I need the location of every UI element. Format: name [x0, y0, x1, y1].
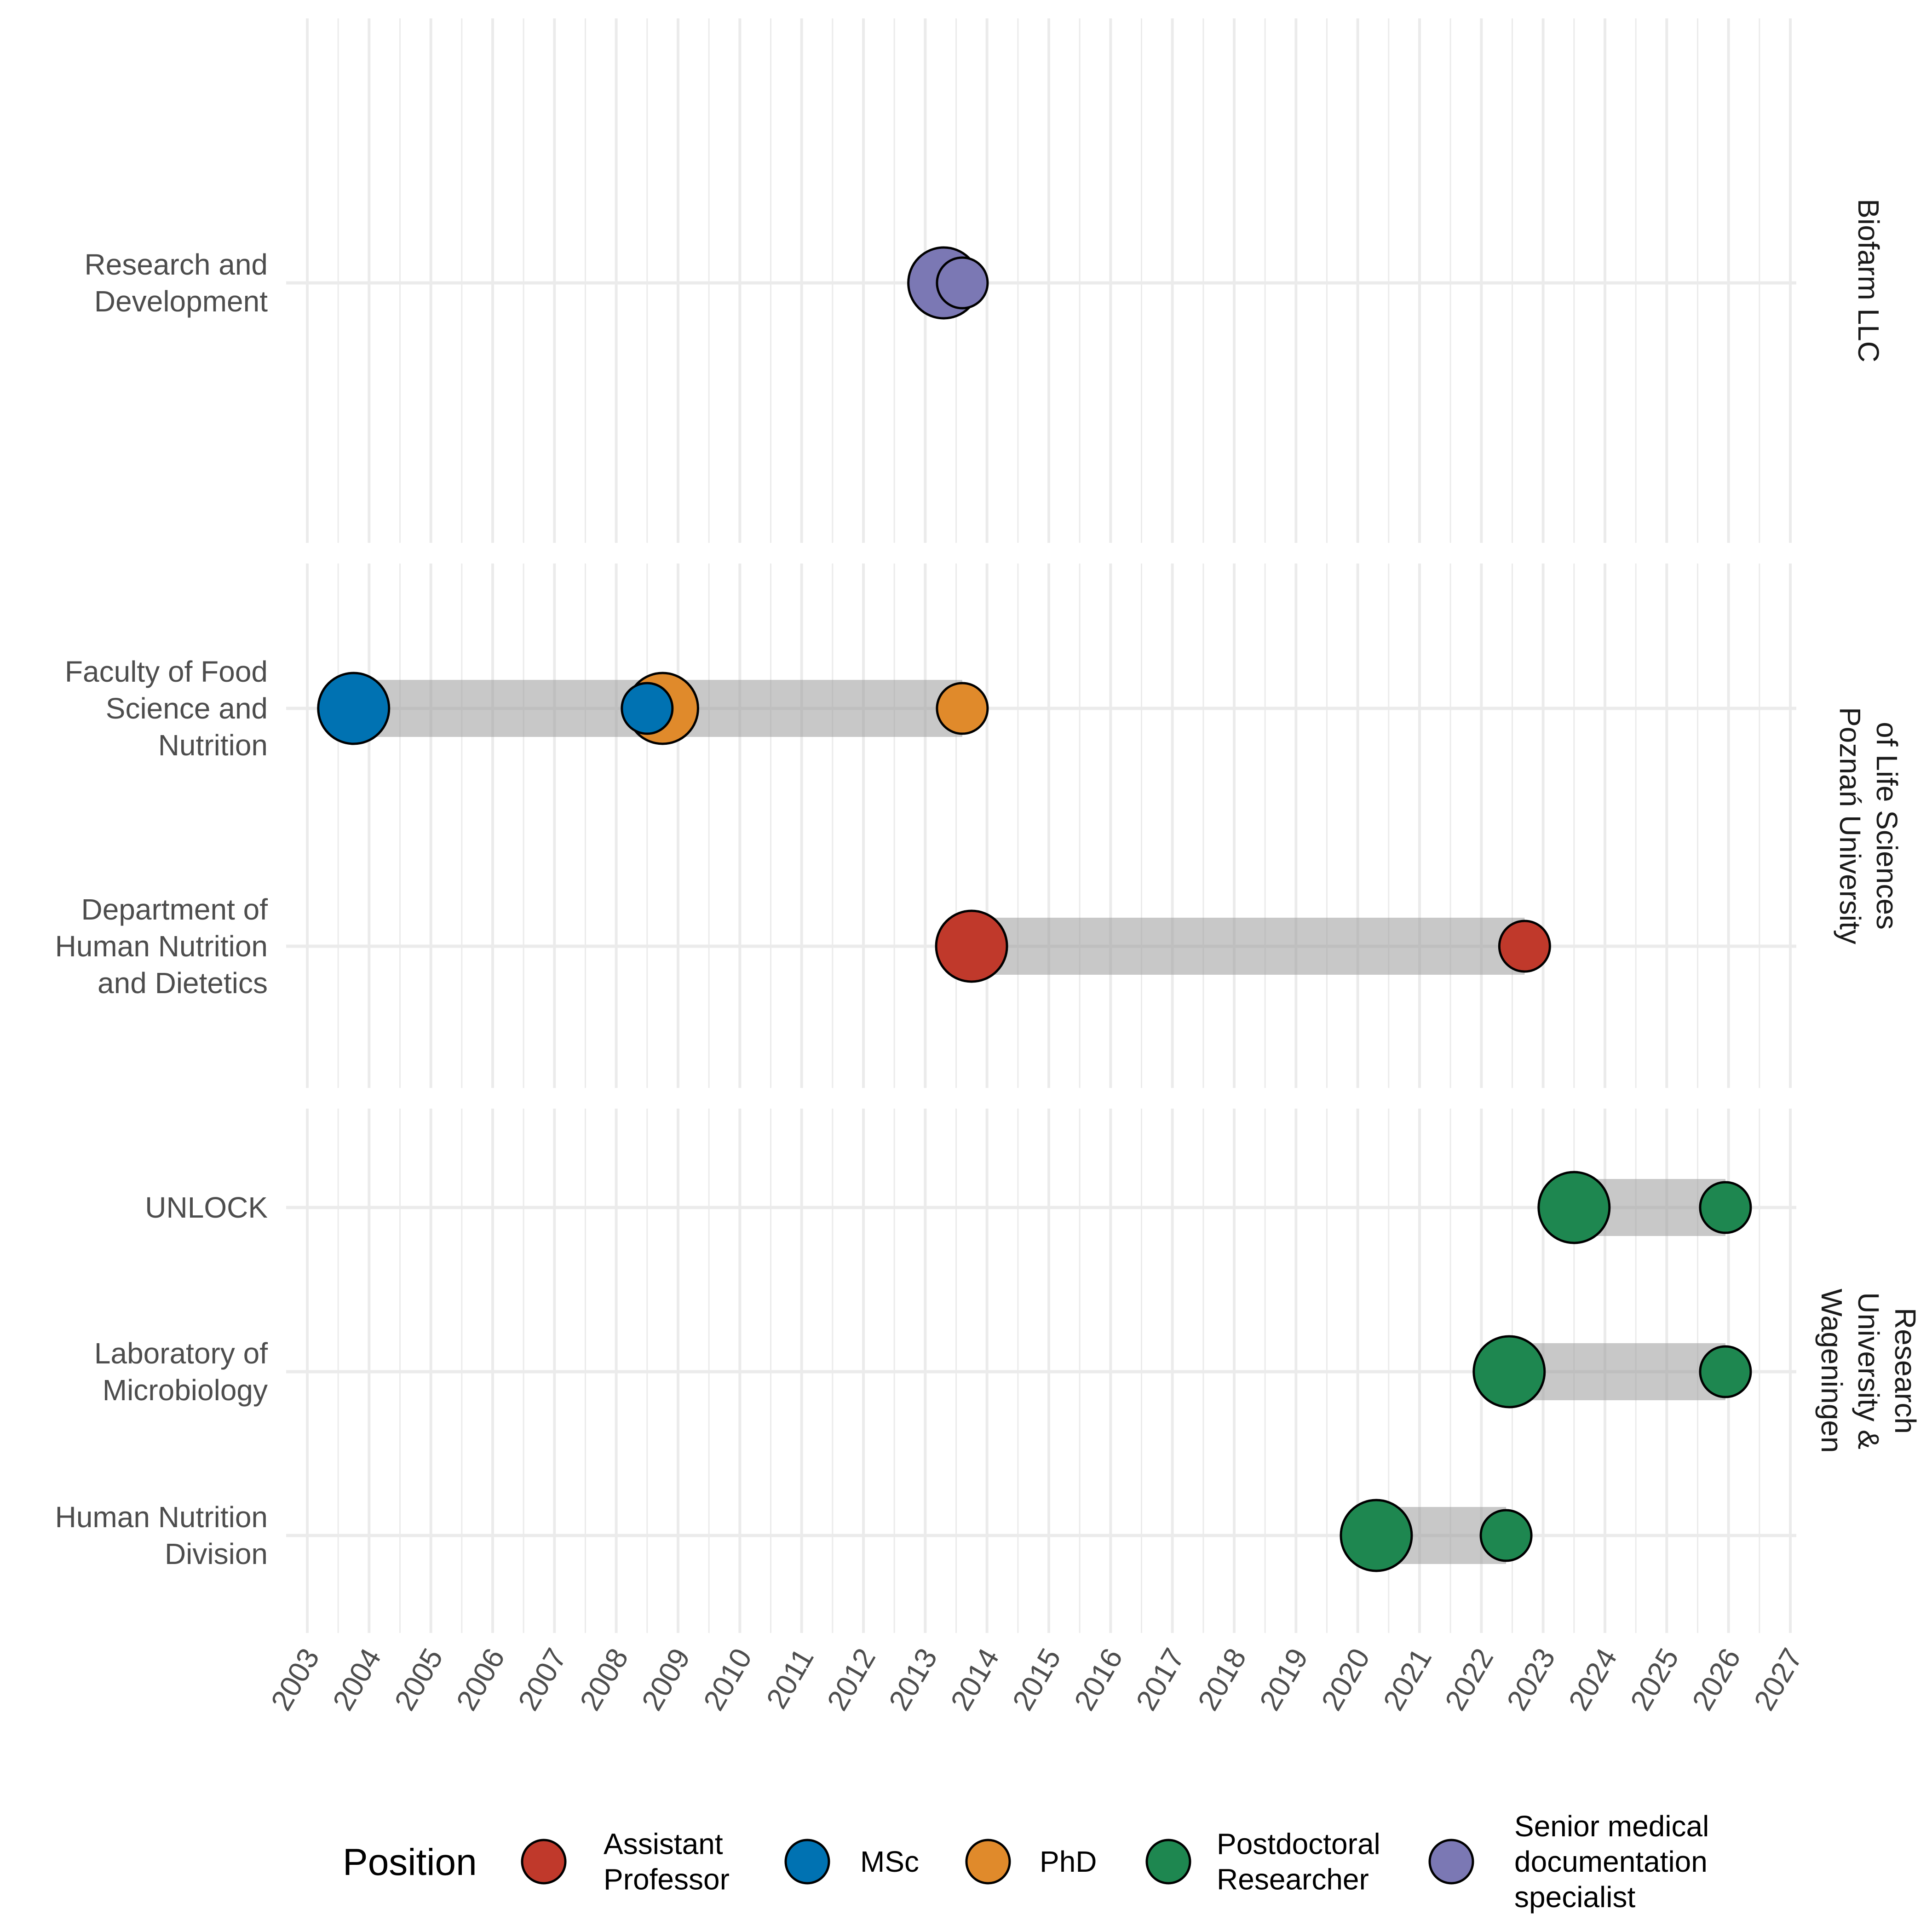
- x-tick-2023: 2023: [1500, 1643, 1562, 1716]
- x-tick-2020: 2020: [1315, 1643, 1376, 1716]
- x-axis-ticks: 2003 2004 2005 2006 2007 2008 2009 2010 2011 2012…: [264, 1643, 1809, 1716]
- x-tick-2007: 2007: [512, 1643, 573, 1716]
- x-tick-2012: 2012: [821, 1643, 882, 1716]
- legend: Position Assistant Professor MSc PhD Postdoct…: [343, 1810, 1709, 1914]
- legend-label-assistant-professor: Assistant Professor: [604, 1828, 730, 1896]
- segment-faculty-of-food-science-and-nutrition-msc: [353, 680, 647, 737]
- legend-label-msc: MSc: [860, 1845, 919, 1878]
- x-tick-2010: 2010: [697, 1643, 759, 1716]
- x-tick-2011: 2011: [760, 1643, 820, 1714]
- x-tick-2021: 2021: [1377, 1643, 1438, 1716]
- point-department-of-human-nutrition-and-dietetics-assistant-professor-start: [935, 909, 1008, 983]
- y-label-human-nutrition-division: Human Nutrition Division: [55, 1501, 268, 1570]
- x-tick-2009: 2009: [635, 1643, 697, 1716]
- x-tick-2014: 2014: [944, 1643, 1006, 1716]
- segment-faculty-of-food-science-and-nutrition-phd: [662, 680, 962, 737]
- y-label-faculty-of-food-science-and-nutrition: Faculty of Food Science and Nutrition: [65, 655, 268, 762]
- points: [317, 246, 1752, 1572]
- x-tick-2017: 2017: [1129, 1643, 1191, 1716]
- legend-label-senior-medical-documentation-specialist: Senior medical documentation specialist: [1514, 1810, 1709, 1914]
- point-faculty-of-food-science-and-nutrition-phd-end: [936, 682, 989, 735]
- point-faculty-of-food-science-and-nutrition-msc-start: [317, 672, 391, 745]
- x-tick-2013: 2013: [882, 1643, 944, 1716]
- x-tick-2003: 2003: [264, 1643, 326, 1716]
- segments: [353, 680, 1725, 1564]
- facet-strips: Biofarm LLC Poznań University of Life Scie…: [1815, 199, 1922, 1453]
- facet-strip-wageningen-university-research: Wageningen University & Research: [1815, 1289, 1922, 1453]
- point-human-nutrition-division-postdoctoral-researcher-end: [1479, 1509, 1533, 1562]
- point-human-nutrition-division-postdoctoral-researcher-start: [1340, 1499, 1413, 1572]
- legend-title: Position: [343, 1841, 477, 1883]
- legend-key-senior-medical-documentation-specialist: [1428, 1839, 1474, 1885]
- point-laboratory-of-microbiology-postdoctoral-researcher-start: [1472, 1335, 1546, 1409]
- legend-key-postdoctoral-researcher: [1145, 1839, 1191, 1885]
- segment-department-of-human-nutrition-and-dietetics-assistant-professor: [972, 918, 1525, 975]
- x-tick-2005: 2005: [388, 1643, 449, 1716]
- y-axis-labels: Research and Development Faculty of Food Sc…: [55, 248, 268, 1570]
- point-unlock-postdoctoral-researcher-end: [1699, 1181, 1752, 1234]
- x-tick-2008: 2008: [573, 1643, 635, 1716]
- legend-key-assistant-professor: [521, 1839, 567, 1885]
- x-tick-2006: 2006: [450, 1643, 512, 1716]
- y-label-unlock: UNLOCK: [145, 1191, 268, 1224]
- x-tick-2022: 2022: [1438, 1643, 1500, 1716]
- x-tick-2027: 2027: [1748, 1643, 1809, 1716]
- x-tick-2025: 2025: [1624, 1643, 1685, 1716]
- x-tick-2018: 2018: [1191, 1643, 1253, 1716]
- point-unlock-postdoctoral-researcher-start: [1537, 1171, 1611, 1244]
- facet-strip-pozna-university-of-life-sciences: Poznań University of Life Sciences: [1834, 707, 1903, 944]
- legend-key-phd: [965, 1839, 1011, 1885]
- point-department-of-human-nutrition-and-dietetics-assistant-professor-end: [1498, 920, 1551, 973]
- x-tick-2024: 2024: [1562, 1643, 1624, 1716]
- facet-strip-biofarm-llc: Biofarm LLC: [1852, 199, 1885, 362]
- y-label-department-of-human-nutrition-and-dietetics: Department of Human Nutrition and Dietetic…: [55, 893, 268, 1000]
- y-label-research-and-development: Research and Development: [85, 248, 268, 318]
- y-label-laboratory-of-microbiology: Laboratory of Microbiology: [94, 1337, 268, 1407]
- point-laboratory-of-microbiology-postdoctoral-researcher-end: [1699, 1345, 1752, 1398]
- legend-key-msc: [784, 1839, 830, 1885]
- x-tick-2004: 2004: [326, 1643, 388, 1716]
- legend-label-phd: PhD: [1040, 1845, 1097, 1878]
- point-research-and-development-senior-medical-documentation-specialist-end: [936, 256, 989, 310]
- x-tick-2026: 2026: [1685, 1643, 1747, 1716]
- x-tick-2016: 2016: [1068, 1643, 1129, 1716]
- x-tick-2015: 2015: [1006, 1643, 1068, 1716]
- x-tick-2019: 2019: [1253, 1643, 1315, 1716]
- point-faculty-of-food-science-and-nutrition-msc-end: [621, 682, 674, 735]
- legend-label-postdoctoral-researcher: Postdoctoral Researcher: [1217, 1828, 1380, 1896]
